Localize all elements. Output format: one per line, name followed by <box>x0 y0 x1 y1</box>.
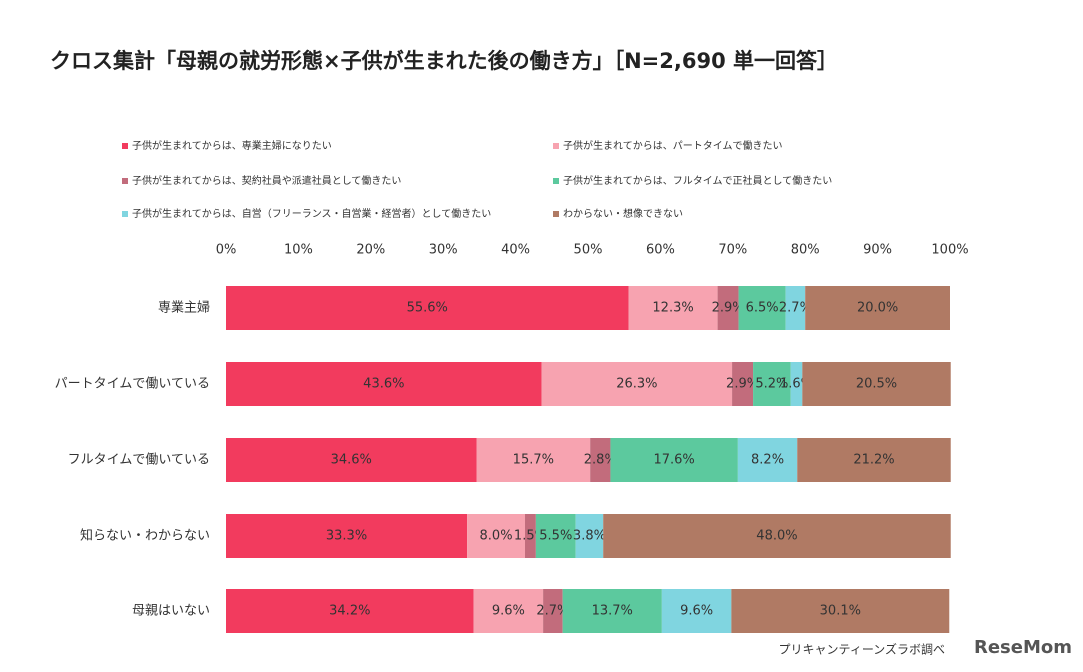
data-label: 13.7% <box>592 604 633 619</box>
data-label: 2.9% <box>726 377 759 392</box>
bar-segment <box>476 438 591 482</box>
bar-segment <box>717 286 739 330</box>
data-label: 8.0% <box>480 529 513 544</box>
bar-segment <box>802 362 951 406</box>
legend-label: 子供が生まれてからは、自営（フリーランス・自営業・経営者）として働きたい <box>132 207 491 220</box>
data-label: 20.0% <box>857 301 898 316</box>
bar-segment <box>525 514 536 558</box>
logo: ReseMom <box>974 637 1072 658</box>
data-label: 2.7% <box>779 301 812 316</box>
legend-swatch <box>553 211 559 217</box>
source: プリキャンティーンズラボ調べ <box>779 642 945 657</box>
legend-swatch <box>122 178 128 184</box>
bar-segment <box>226 514 468 558</box>
category-label: パートタイムで働いている <box>55 377 210 392</box>
data-label: 15.7% <box>513 453 554 468</box>
category-label: 知らない・わからない <box>80 528 210 544</box>
data-label: 20.5% <box>856 377 897 392</box>
bar-segment <box>603 514 951 558</box>
data-label: 34.2% <box>329 604 370 619</box>
data-label: 9.6% <box>680 604 713 619</box>
category-label: 専業主婦 <box>158 300 210 316</box>
x-tick-label: 80% <box>791 243 820 258</box>
bar-segment <box>753 362 791 406</box>
data-label: 55.6% <box>407 301 448 316</box>
data-label: 12.3% <box>652 301 693 316</box>
x-tick-label: 10% <box>284 243 313 258</box>
legend-swatch <box>553 143 559 149</box>
bar-segment <box>797 438 951 482</box>
bar-segment <box>226 362 542 406</box>
legend-label: わからない・想像できない <box>563 207 683 220</box>
bar-segment <box>467 514 526 558</box>
data-label: 34.6% <box>331 453 372 468</box>
bar-segment <box>610 438 738 482</box>
data-label: 30.1% <box>820 604 861 619</box>
bar-segment <box>535 514 576 558</box>
data-label: 17.6% <box>653 453 694 468</box>
data-label: 21.2% <box>853 453 894 468</box>
x-tick-label: 100% <box>931 243 968 258</box>
bar-segment <box>562 589 662 633</box>
bar-segment <box>737 438 798 482</box>
bar-segment <box>738 286 786 330</box>
category-label: 母親はいない <box>132 604 210 619</box>
x-tick-label: 70% <box>718 243 747 258</box>
bar-segment <box>785 286 806 330</box>
data-label: 6.5% <box>746 301 779 316</box>
data-label: 43.6% <box>363 377 404 392</box>
x-tick-label: 60% <box>646 243 675 258</box>
legend-label: 子供が生まれてからは、フルタイムで正社員として働きたい <box>563 174 832 187</box>
data-label: 2.8% <box>584 453 617 468</box>
bar-segment <box>543 589 563 633</box>
x-tick-label: 40% <box>501 243 530 258</box>
legend-label: 子供が生まれてからは、パートタイムで働きたい <box>563 139 783 152</box>
data-label: 2.7% <box>536 604 569 619</box>
data-label: 2.9% <box>712 301 745 316</box>
x-tick-label: 0% <box>216 243 237 258</box>
data-label: 48.0% <box>756 529 797 544</box>
bar-segment <box>590 438 611 482</box>
x-tick-label: 50% <box>574 243 603 258</box>
bar-segment <box>661 589 732 633</box>
bar-segment <box>575 514 604 558</box>
legend-swatch <box>122 211 128 217</box>
bar-segment <box>805 286 950 330</box>
data-label: 8.2% <box>751 453 784 468</box>
data-label: 26.3% <box>616 377 657 392</box>
bar-segment <box>732 362 754 406</box>
chart-title: クロス集計「母親の就労形態×子供が生まれた後の働き方」［N=2,690 単一回答… <box>50 49 838 73</box>
data-label: 3.8% <box>573 529 606 544</box>
data-label: 5.5% <box>539 529 572 544</box>
category-label: フルタイムで働いている <box>68 453 210 468</box>
bar-segment <box>473 589 544 633</box>
bar-segment <box>541 362 733 406</box>
x-tick-label: 90% <box>863 243 892 258</box>
bar-segment <box>790 362 803 406</box>
legend-label: 子供が生まれてからは、専業主婦になりたい <box>132 139 332 152</box>
bar-segment <box>226 589 474 633</box>
x-tick-label: 30% <box>429 243 458 258</box>
x-tick-label: 20% <box>356 243 385 258</box>
legend-label: 子供が生まれてからは、契約社員や派遣社員として働きたい <box>132 174 401 187</box>
bar-segment <box>226 286 629 330</box>
bar-segment <box>628 286 718 330</box>
bar-segment <box>731 589 950 633</box>
legend-swatch <box>122 143 128 149</box>
data-label: 33.3% <box>326 529 367 544</box>
bar-segment <box>226 438 477 482</box>
data-label: 9.6% <box>492 604 525 619</box>
data-label: 5.2% <box>755 377 788 392</box>
legend-swatch <box>553 178 559 184</box>
